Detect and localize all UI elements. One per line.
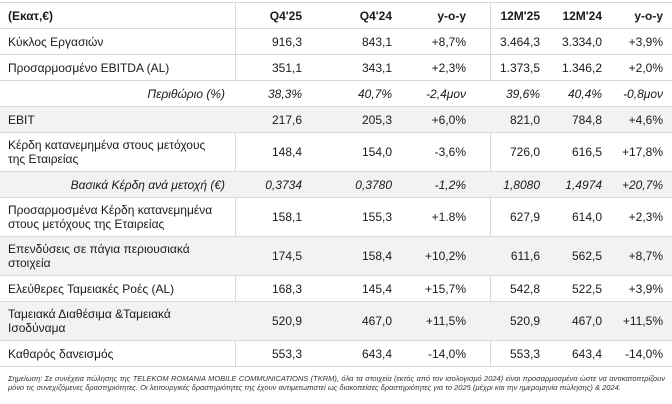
column-header-yoy-quarter: y-o-y [437, 8, 466, 23]
cell-value-12m-24: 616,5 [571, 145, 602, 159]
table-row: Επενδύσεις σε πάγια περιουσιακά στοιχεία… [0, 237, 672, 276]
cell-value-yoy-quarter: +6,0% [431, 112, 466, 127]
cell-value-q4-25: 168,3 [235, 276, 330, 301]
column-header-yoy-annual: y-o-y [634, 8, 663, 23]
cell-value-q4-25: 174,5 [271, 249, 302, 263]
cell-value-12m-24: 40,4% [567, 86, 602, 101]
cell-value-q4-25: 916,3 [235, 29, 330, 54]
cell-value-yoy-annual: +8,7% [628, 249, 663, 263]
cell-value-q4-25: 520,9 [271, 314, 302, 328]
cell-value-yoy-annual: +2,3% [628, 210, 663, 224]
cell-value-yoy-quarter: +8,7% [431, 34, 466, 49]
table-row: Κύκλος Εργασιών 916,3 843,1 +8,7% 3.464,… [0, 29, 672, 55]
cell-value-q4-24: 158,4 [361, 249, 392, 263]
row-label: Ταμειακά Διαθέσιμα &Ταμειακά Ισοδύναμα [8, 307, 171, 335]
table-row: Προσαρμοσμένα Κέρδη κατανεμημένα στους μ… [0, 198, 672, 237]
cell-value-yoy-quarter: -14,0% [427, 346, 466, 361]
cell-value-q4-25: 553,3 [235, 341, 330, 366]
financial-results-table: (Εκατ,€) Q4'25 Q4'24 y-o-y 12M'25 12M'24… [0, 2, 672, 367]
table-header-row: (Εκατ,€) Q4'25 Q4'24 y-o-y 12M'25 12M'24… [0, 2, 672, 29]
cell-value-12m-24: 784,8 [571, 112, 602, 127]
row-label: Ελεύθερες Ταμειακές Ροές (AL) [8, 281, 175, 296]
cell-value-yoy-quarter: +10,2% [424, 249, 466, 263]
row-label: Προσαρμοσμένο EBITDA (AL) [8, 60, 170, 75]
cell-value-yoy-annual: +20,7% [621, 177, 663, 192]
cell-value-yoy-annual: +11,5% [622, 314, 663, 328]
row-label: Προσαρμοσμένα Κέρδη κατανεμημένα στους μ… [8, 203, 213, 231]
cell-value-yoy-quarter: -2,4μον [426, 86, 466, 101]
cell-value-12m-25: 1,8080 [503, 177, 540, 192]
cell-value-q4-25: 38,3% [267, 86, 302, 101]
table-row: Ταμειακά Διαθέσιμα &Ταμειακά Ισοδύναμα 5… [0, 302, 672, 341]
row-label: Περιθώριο (%) [147, 86, 225, 101]
cell-value-12m-24: 467,0 [571, 314, 602, 328]
unit-label: (Εκατ,€) [8, 8, 54, 23]
cell-value-q4-24: 343,1 [361, 60, 392, 75]
table-row: EBIT 217,6 205,3 +6,0% 821,0 784,8 +4,6% [0, 107, 672, 133]
column-header-q4-24: Q4'24 [359, 8, 392, 23]
cell-value-12m-25: 520,9 [509, 314, 540, 328]
row-label: Κέρδη κατανεμημένα στους μετόχους της Ετ… [8, 138, 206, 166]
table-row: Προσαρμοσμένο EBITDA (AL) 351,1 343,1 +2… [0, 55, 672, 81]
cell-value-12m-25: 542,8 [490, 276, 548, 301]
footnote: Σημείωση: Σε συνέχεια πώλησης της TELEKO… [8, 374, 665, 392]
column-header-12m-25: 12M'25 [490, 3, 548, 28]
cell-value-q4-24: 154,0 [361, 145, 392, 159]
cell-value-q4-24: 145,4 [361, 281, 392, 296]
cell-value-12m-24: 562,5 [571, 249, 602, 263]
cell-value-yoy-quarter: -3,6% [434, 145, 466, 159]
cell-value-12m-25: 1.373,5 [490, 55, 548, 80]
cell-value-yoy-annual: +4,6% [628, 112, 663, 127]
cell-value-q4-24: 155,3 [361, 210, 392, 224]
cell-value-q4-24: 40,7% [357, 86, 392, 101]
cell-value-q4-24: 643,4 [361, 346, 392, 361]
row-label: Επενδύσεις σε πάγια περιουσιακά στοιχεία [8, 242, 190, 270]
cell-value-12m-25: 611,6 [510, 249, 540, 263]
cell-value-12m-24: 1,4974 [565, 177, 602, 192]
cell-value-yoy-quarter: -1,2% [434, 177, 466, 192]
cell-value-12m-25: 821,0 [509, 112, 540, 127]
cell-value-q4-25: 351,1 [235, 55, 330, 80]
cell-value-q4-25: 217,6 [271, 112, 302, 127]
cell-value-12m-24: 1.346,2 [561, 60, 602, 75]
cell-value-12m-24: 3.334,0 [561, 34, 602, 49]
row-label: Κύκλος Εργασιών [8, 34, 104, 49]
cell-value-yoy-annual: +2,0% [628, 60, 663, 75]
cell-value-q4-24: 843,1 [361, 34, 392, 49]
cell-value-12m-25: 627,9 [490, 198, 548, 236]
cell-value-yoy-annual: +3,9% [628, 34, 663, 49]
table-row: Βασικά Κέρδη ανά μετοχή (€) 0,3734 0,378… [0, 172, 672, 198]
cell-value-q4-24: 205,3 [361, 112, 392, 127]
cell-value-12m-25: 726,0 [490, 133, 548, 171]
table-row: Κέρδη κατανεμημένα στους μετόχους της Ετ… [0, 133, 672, 172]
table-body: Κύκλος Εργασιών 916,3 843,1 +8,7% 3.464,… [0, 29, 672, 367]
table-row: Περιθώριο (%) 38,3% 40,7% -2,4μον 39,6% … [0, 81, 672, 107]
cell-value-q4-25: 158,1 [235, 198, 330, 236]
table-row: Ελεύθερες Ταμειακές Ροές (AL) 168,3 145,… [0, 276, 672, 302]
cell-value-12m-25: 553,3 [490, 341, 548, 366]
row-label: EBIT [8, 112, 35, 127]
row-label: Καθαρός δανεισμός [8, 346, 114, 361]
cell-value-q4-25: 0,3734 [265, 177, 302, 192]
column-header-q4-25: Q4'25 [235, 3, 330, 28]
cell-value-yoy-annual: -14,0% [624, 346, 663, 361]
cell-value-yoy-quarter: +11,5% [425, 314, 466, 328]
cell-value-yoy-annual: +17,8% [621, 145, 663, 159]
cell-value-12m-25: 3.464,3 [490, 29, 548, 54]
cell-value-q4-25: 148,4 [235, 133, 330, 171]
cell-value-yoy-annual: -0,8μον [623, 86, 663, 101]
cell-value-q4-24: 0,3780 [355, 177, 392, 192]
cell-value-q4-24: 467,0 [361, 314, 392, 328]
cell-value-12m-24: 522,5 [571, 281, 602, 296]
cell-value-12m-25: 39,6% [505, 86, 540, 101]
cell-value-12m-24: 614,0 [571, 210, 602, 224]
cell-value-yoy-quarter: +2,3% [431, 60, 466, 75]
cell-value-12m-24: 643,4 [571, 346, 602, 361]
cell-value-yoy-quarter: +1.8% [431, 210, 466, 224]
cell-value-yoy-annual: +3,9% [628, 281, 663, 296]
column-header-12m-24: 12M'24 [562, 8, 602, 23]
cell-value-yoy-quarter: +15,7% [424, 281, 466, 296]
table-row: Καθαρός δανεισμός 553,3 643,4 -14,0% 553… [0, 341, 672, 367]
row-label: Βασικά Κέρδη ανά μετοχή (€) [70, 177, 225, 192]
